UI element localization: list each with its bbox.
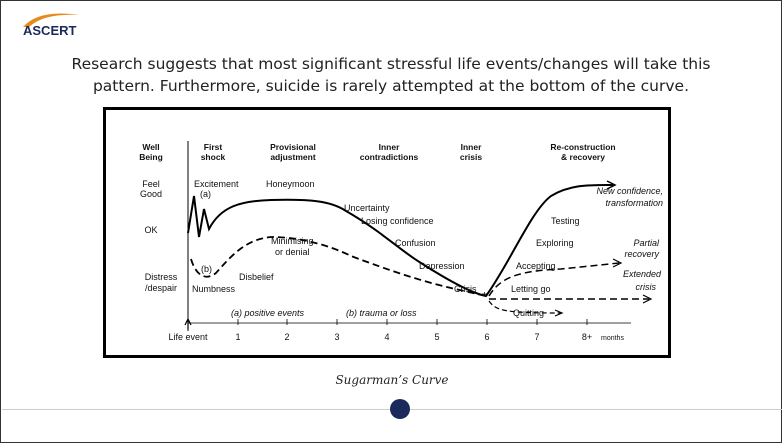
curve-label: (a) xyxy=(200,189,211,199)
row-label: Feel xyxy=(142,179,160,189)
curve-label: (b) xyxy=(201,264,212,274)
axis-unit: months xyxy=(601,335,624,342)
sugarman-curve: Well Being First shock Provisional adjus… xyxy=(103,107,671,358)
header: First xyxy=(204,142,223,152)
header: & recovery xyxy=(561,152,605,162)
header: adjustment xyxy=(270,152,316,162)
curve-label: Losing confidence xyxy=(361,216,434,226)
axis-tick: 6 xyxy=(484,332,489,342)
axis-tick: 5 xyxy=(434,332,439,342)
curve-label: transformation xyxy=(605,198,663,208)
curve-label: Quitting xyxy=(513,308,544,318)
axis-tick: 1 xyxy=(235,332,240,342)
curve-label: Exploring xyxy=(536,238,574,248)
curve-label: Minimising xyxy=(271,236,314,246)
curve-label: Confusion xyxy=(395,238,436,248)
row-label: OK xyxy=(144,225,157,235)
curve-label: Uncertainty xyxy=(344,203,390,213)
logo: ASCERT xyxy=(23,23,77,38)
curve-label: or denial xyxy=(275,247,310,257)
axis-tick: 3 xyxy=(334,332,339,342)
curve-label: crisis xyxy=(636,282,657,292)
header: shock xyxy=(201,152,226,162)
curve-label: New confidence, xyxy=(596,186,663,196)
axis-tick: 4 xyxy=(384,332,389,342)
curve-label: Depression xyxy=(419,261,465,271)
curve-label: recovery xyxy=(624,249,659,259)
row-label: Good xyxy=(140,189,162,199)
logo-swoosh xyxy=(23,13,79,27)
curve-label: Numbness xyxy=(192,284,236,294)
axis-label: Life event xyxy=(168,332,208,342)
header: Re-construction xyxy=(550,142,615,152)
row-label: /despair xyxy=(145,283,177,293)
curve-label: Extended xyxy=(623,269,662,279)
header: contradictions xyxy=(360,152,419,162)
header: Provisional xyxy=(270,142,316,152)
header: Inner xyxy=(379,142,400,152)
curve-label: Testing xyxy=(551,216,580,226)
slide-marker xyxy=(390,399,410,419)
curve-label: Accepting xyxy=(516,261,556,271)
axis-tick: 8+ xyxy=(582,332,592,342)
curve-label: Honeymoon xyxy=(266,179,315,189)
header: Inner xyxy=(461,142,482,152)
axis-tick: 7 xyxy=(534,332,539,342)
intro-text: Research suggests that most significant … xyxy=(71,55,711,95)
header: Being xyxy=(139,152,163,162)
caption: Sugarman’s Curve xyxy=(335,373,449,387)
legend-note: (b) trauma or loss xyxy=(346,308,417,318)
curve-label: Letting go xyxy=(511,284,551,294)
curve-label: Excitement xyxy=(194,179,239,189)
header: crisis xyxy=(460,152,482,162)
curve-label: Crisis xyxy=(454,284,477,294)
curve-label: Partial xyxy=(633,238,660,248)
curve-label: Disbelief xyxy=(239,272,274,282)
axis-tick: 2 xyxy=(284,332,289,342)
crisis-star: * xyxy=(482,289,487,304)
legend-note: (a) positive events xyxy=(231,308,305,318)
header: Well xyxy=(142,142,159,152)
row-label: Distress xyxy=(145,272,178,282)
